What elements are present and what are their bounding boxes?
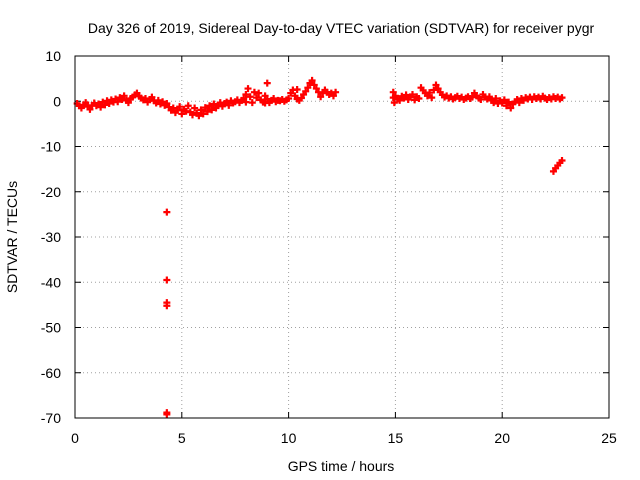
data-point bbox=[188, 111, 196, 119]
data-point bbox=[430, 86, 438, 94]
grid-lines bbox=[75, 56, 609, 418]
data-point bbox=[178, 110, 186, 118]
plot-border bbox=[74, 55, 610, 419]
tick-labels: 0 5 10 15 20 25 10 0 -10 -20 -30 -40 -50 -60 -70 bbox=[41, 48, 617, 446]
data-point bbox=[415, 95, 423, 103]
data-point bbox=[242, 90, 250, 98]
data-point bbox=[558, 157, 566, 165]
data-point bbox=[114, 98, 122, 106]
data-point bbox=[169, 104, 177, 112]
data-point bbox=[329, 92, 337, 100]
data-point bbox=[163, 276, 171, 284]
data-point bbox=[293, 85, 301, 93]
y-tick-label: -10 bbox=[41, 139, 61, 155]
y-tick-label: -40 bbox=[41, 274, 61, 290]
data-point bbox=[225, 101, 233, 109]
data-point bbox=[105, 100, 113, 108]
data-point bbox=[184, 102, 192, 110]
y-tick-label: -30 bbox=[41, 229, 61, 245]
data-point bbox=[263, 79, 271, 87]
y-tick-label: -70 bbox=[41, 410, 61, 426]
x-axis-label: GPS time / hours bbox=[288, 458, 395, 474]
chart-title: Day 326 of 2019, Sidereal Day-to-day VTE… bbox=[88, 20, 595, 36]
data-point bbox=[163, 410, 171, 418]
data-point bbox=[502, 102, 510, 110]
data-point bbox=[485, 93, 493, 101]
data-point bbox=[255, 89, 263, 97]
y-axis-label: SDTVAR / TECUs bbox=[4, 181, 20, 293]
data-point bbox=[285, 95, 293, 103]
data-point bbox=[163, 100, 171, 108]
data-point bbox=[176, 103, 184, 111]
data-point bbox=[261, 99, 269, 107]
data-point bbox=[297, 94, 305, 102]
data-points bbox=[73, 76, 566, 418]
data-point bbox=[304, 84, 312, 92]
data-point bbox=[402, 91, 410, 99]
y-tick-label: -20 bbox=[41, 184, 61, 200]
data-point bbox=[197, 106, 205, 114]
y-tick-label: 0 bbox=[53, 93, 61, 109]
x-tick-label: 5 bbox=[178, 430, 186, 446]
data-point bbox=[101, 101, 109, 109]
data-point bbox=[246, 93, 254, 101]
data-point bbox=[174, 106, 182, 114]
data-point bbox=[154, 96, 162, 104]
data-point bbox=[396, 96, 404, 104]
data-point bbox=[317, 93, 325, 101]
data-point bbox=[195, 112, 203, 120]
data-point bbox=[428, 94, 436, 102]
data-point bbox=[203, 108, 211, 116]
data-point bbox=[477, 95, 485, 103]
y-tick-label: 10 bbox=[45, 48, 61, 64]
data-point bbox=[505, 98, 513, 106]
data-point bbox=[163, 302, 171, 310]
data-point bbox=[240, 95, 248, 103]
data-point bbox=[210, 100, 218, 108]
data-point bbox=[242, 98, 250, 106]
data-point bbox=[500, 96, 508, 104]
data-point bbox=[124, 99, 132, 107]
data-point bbox=[332, 88, 340, 96]
data-point bbox=[163, 208, 171, 216]
data-point bbox=[253, 94, 261, 102]
y-tick-label: -50 bbox=[41, 320, 61, 336]
data-point bbox=[248, 99, 256, 107]
data-point bbox=[310, 81, 318, 89]
data-point bbox=[434, 85, 442, 93]
data-point bbox=[159, 98, 167, 106]
data-point bbox=[263, 95, 271, 103]
x-tick-label: 20 bbox=[494, 430, 510, 446]
data-point bbox=[82, 99, 90, 107]
data-point bbox=[208, 106, 216, 114]
data-point bbox=[120, 92, 128, 100]
x-tick-label: 0 bbox=[71, 430, 79, 446]
data-point bbox=[507, 104, 515, 112]
data-point bbox=[191, 104, 199, 112]
data-point bbox=[308, 76, 316, 84]
data-point bbox=[201, 104, 209, 112]
data-point bbox=[312, 85, 320, 93]
data-point bbox=[244, 85, 252, 93]
data-point bbox=[426, 89, 434, 97]
x-tick-label: 15 bbox=[388, 430, 404, 446]
data-point bbox=[199, 110, 207, 118]
data-point bbox=[515, 99, 523, 107]
data-point bbox=[468, 93, 476, 101]
data-point bbox=[86, 105, 94, 113]
y-tick-label: -60 bbox=[41, 365, 61, 381]
data-point bbox=[432, 81, 440, 89]
data-point bbox=[390, 99, 398, 107]
data-point bbox=[148, 93, 156, 101]
data-point bbox=[492, 95, 500, 103]
data-point bbox=[206, 102, 214, 110]
data-point bbox=[558, 94, 566, 102]
data-point bbox=[97, 103, 105, 111]
x-tick-label: 25 bbox=[601, 430, 617, 446]
x-tick-label: 10 bbox=[281, 430, 297, 446]
data-point bbox=[302, 87, 310, 95]
data-point bbox=[408, 90, 416, 98]
